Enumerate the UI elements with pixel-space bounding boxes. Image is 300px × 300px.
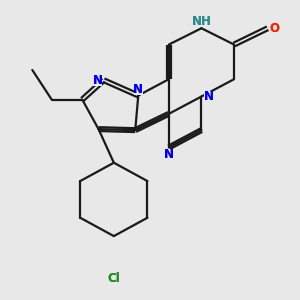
FancyBboxPatch shape — [192, 16, 211, 27]
FancyBboxPatch shape — [93, 75, 102, 86]
Text: N: N — [204, 90, 214, 103]
Text: N: N — [204, 90, 214, 103]
Text: Cl: Cl — [107, 272, 120, 285]
Text: Cl: Cl — [107, 272, 120, 285]
Text: N: N — [92, 74, 103, 87]
FancyBboxPatch shape — [105, 273, 123, 284]
FancyBboxPatch shape — [134, 84, 143, 95]
FancyBboxPatch shape — [270, 22, 279, 34]
Text: N: N — [133, 83, 143, 96]
Text: O: O — [270, 22, 280, 35]
FancyBboxPatch shape — [204, 91, 213, 102]
Text: N: N — [164, 148, 174, 161]
FancyBboxPatch shape — [164, 149, 173, 160]
Text: O: O — [270, 22, 280, 35]
Text: N: N — [92, 74, 103, 87]
Text: NH: NH — [191, 15, 212, 28]
Text: N: N — [164, 148, 174, 161]
Text: NH: NH — [191, 15, 212, 28]
Text: N: N — [133, 83, 143, 96]
